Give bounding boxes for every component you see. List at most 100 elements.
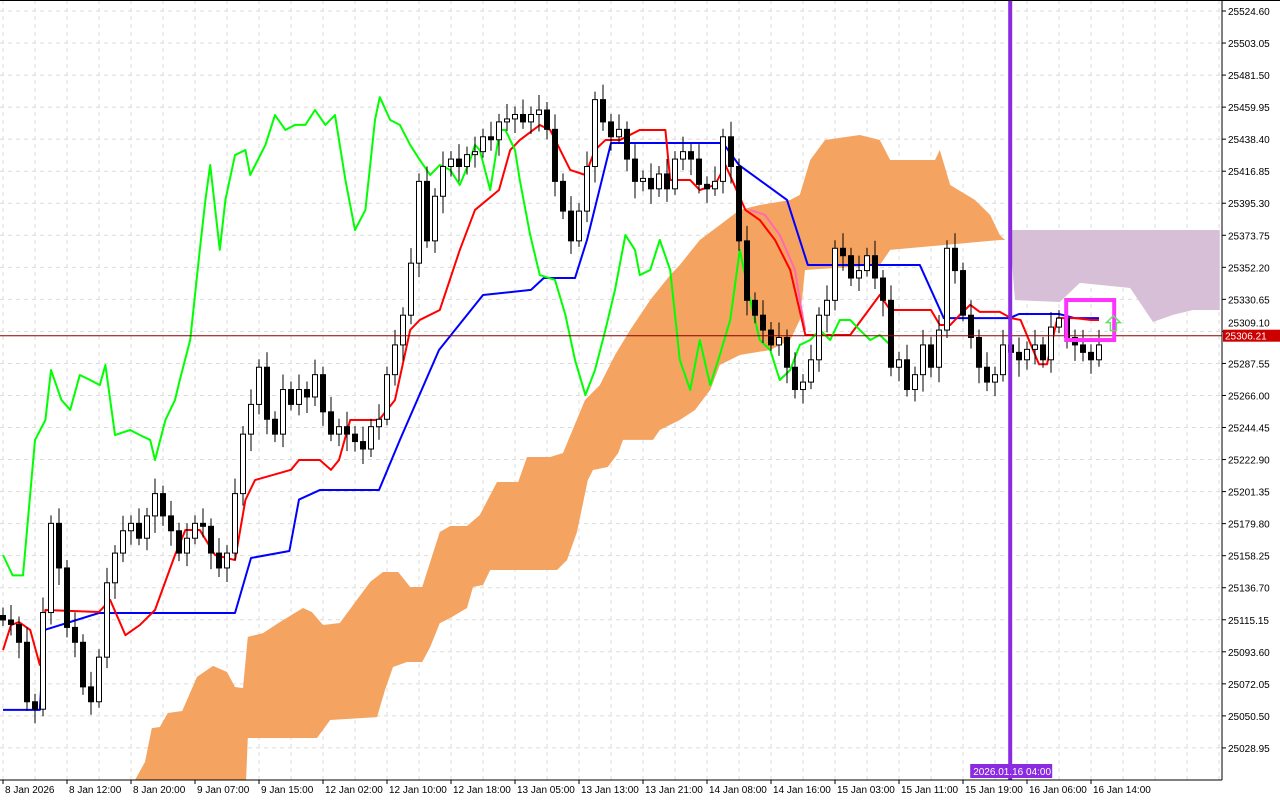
candle bbox=[480, 128, 486, 158]
candle bbox=[880, 270, 886, 317]
candle bbox=[720, 128, 726, 194]
candle bbox=[632, 144, 638, 199]
candle bbox=[464, 146, 470, 175]
candle bbox=[912, 366, 918, 402]
candle bbox=[928, 336, 934, 378]
candle bbox=[648, 163, 654, 204]
time-tick-label: 13 Jan 21:00 bbox=[645, 785, 703, 796]
candle-body bbox=[752, 299, 758, 316]
candle bbox=[816, 307, 822, 372]
candle bbox=[208, 518, 214, 570]
candle bbox=[584, 151, 590, 223]
candle-body bbox=[400, 314, 406, 346]
candle-body bbox=[56, 522, 62, 569]
candle-body bbox=[0, 615, 6, 621]
vertical-line-time-label: 2026.01.16 04:00 bbox=[973, 767, 1051, 778]
price-tick-label: 25416.85 bbox=[1228, 167, 1270, 178]
candle-body bbox=[728, 136, 734, 168]
candle bbox=[376, 404, 382, 440]
candle-body bbox=[512, 113, 518, 120]
candle-body bbox=[672, 158, 678, 190]
candle bbox=[536, 95, 542, 132]
candle-body bbox=[592, 99, 598, 168]
candle bbox=[1040, 336, 1046, 368]
price-tick-label: 25438.40 bbox=[1228, 135, 1270, 146]
candle-body bbox=[1088, 351, 1094, 361]
candle bbox=[408, 248, 414, 325]
candle bbox=[248, 389, 254, 452]
candle bbox=[488, 121, 494, 151]
candle bbox=[1080, 329, 1086, 362]
candle bbox=[448, 151, 454, 177]
price-tick-label: 25330.65 bbox=[1228, 295, 1270, 306]
candle bbox=[960, 262, 966, 322]
candle-body bbox=[144, 515, 150, 539]
candle-body bbox=[208, 525, 214, 554]
candle bbox=[344, 411, 350, 452]
price-tick-label: 25072.05 bbox=[1228, 680, 1270, 691]
candle bbox=[120, 515, 126, 563]
candle bbox=[1000, 329, 1006, 382]
candle-body bbox=[600, 99, 606, 123]
candle-body bbox=[240, 433, 246, 495]
candle bbox=[992, 366, 998, 397]
candle bbox=[256, 359, 262, 415]
candle bbox=[592, 91, 598, 183]
candle-body bbox=[1000, 344, 1006, 376]
candle bbox=[8, 604, 14, 636]
candle bbox=[680, 136, 686, 171]
candle-body bbox=[1048, 326, 1054, 361]
candle-body bbox=[176, 530, 182, 554]
time-tick-label: 15 Jan 11:00 bbox=[901, 785, 959, 796]
candle-body bbox=[352, 433, 358, 443]
candle-body bbox=[312, 374, 318, 398]
candle-body bbox=[744, 240, 750, 301]
time-tick-label: 13 Jan 13:00 bbox=[581, 785, 639, 796]
price-tick-label: 25115.15 bbox=[1228, 616, 1269, 627]
candle bbox=[168, 500, 174, 546]
candle bbox=[56, 508, 62, 585]
time-tick-label: 14 Jan 08:00 bbox=[709, 785, 767, 796]
senkou-span-a-line bbox=[749, 208, 806, 331]
candle bbox=[944, 240, 950, 339]
candle bbox=[552, 114, 558, 197]
candle bbox=[976, 329, 982, 384]
candle bbox=[616, 114, 622, 144]
time-tick-label: 8 Jan 12:00 bbox=[69, 785, 122, 796]
candle-body bbox=[552, 128, 558, 182]
candle bbox=[704, 176, 710, 203]
candle-body bbox=[1016, 351, 1022, 361]
candle-body bbox=[736, 166, 742, 242]
candle-body bbox=[648, 177, 654, 190]
candle bbox=[840, 233, 846, 271]
candle-body bbox=[952, 247, 958, 272]
candle-body bbox=[392, 344, 398, 376]
candle-body bbox=[568, 210, 574, 242]
time-tick-label: 16 Jan 06:00 bbox=[1029, 785, 1087, 796]
candle-body bbox=[40, 612, 46, 710]
price-tick-label: 25395.30 bbox=[1228, 199, 1270, 210]
candle bbox=[968, 300, 974, 349]
candle-body bbox=[984, 366, 990, 383]
price-tick-label: 25309.10 bbox=[1228, 319, 1270, 330]
candle bbox=[368, 418, 374, 458]
candle-body bbox=[792, 366, 798, 391]
candle bbox=[336, 418, 342, 447]
candle bbox=[432, 188, 438, 253]
candle-body bbox=[224, 552, 230, 569]
candle-body bbox=[816, 314, 822, 361]
candle bbox=[160, 485, 166, 526]
candle bbox=[736, 158, 742, 251]
candle-body bbox=[496, 121, 502, 141]
candle-body bbox=[520, 113, 526, 123]
time-tick-label: 8 Jan 2026 bbox=[5, 785, 55, 796]
candle-body bbox=[120, 530, 126, 554]
candle bbox=[384, 366, 390, 426]
candle bbox=[136, 508, 142, 546]
price-tick-label: 25179.80 bbox=[1228, 520, 1270, 531]
candle bbox=[808, 344, 814, 390]
candle bbox=[728, 121, 734, 184]
candle-body bbox=[368, 426, 374, 450]
